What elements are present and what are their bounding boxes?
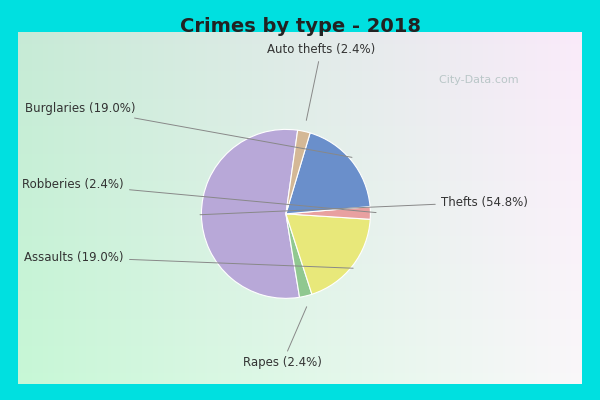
Wedge shape: [286, 206, 370, 219]
Text: Burglaries (19.0%): Burglaries (19.0%): [25, 102, 352, 157]
Text: Assaults (19.0%): Assaults (19.0%): [25, 251, 353, 268]
Text: Rapes (2.4%): Rapes (2.4%): [243, 307, 322, 369]
Text: Auto thefts (2.4%): Auto thefts (2.4%): [267, 43, 375, 120]
Wedge shape: [286, 130, 310, 214]
Wedge shape: [286, 214, 312, 297]
Wedge shape: [202, 129, 299, 298]
Text: Thefts (54.8%): Thefts (54.8%): [200, 196, 527, 215]
Text: Robberies (2.4%): Robberies (2.4%): [22, 178, 376, 212]
Text: Crimes by type - 2018: Crimes by type - 2018: [179, 16, 421, 36]
Wedge shape: [286, 133, 370, 214]
Wedge shape: [286, 214, 370, 294]
Text: City-Data.com: City-Data.com: [432, 75, 518, 85]
